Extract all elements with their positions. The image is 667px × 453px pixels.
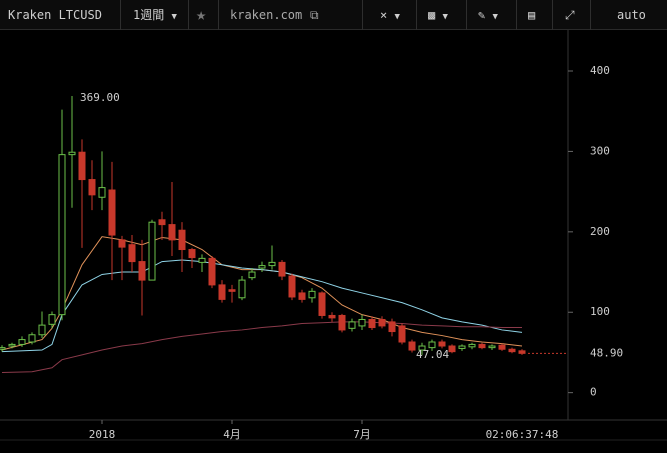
candle-body (0, 347, 6, 350)
candle-body (388, 321, 396, 333)
separator (416, 0, 417, 30)
candle-body (438, 341, 446, 347)
candle-body (318, 292, 326, 316)
candle-body (158, 219, 166, 226)
candle-body (358, 318, 366, 327)
candle-body (468, 343, 476, 348)
candle-body (368, 318, 376, 329)
source-label[interactable]: kraken.com (230, 8, 303, 22)
favorite-star[interactable]: ★ (196, 5, 207, 25)
candle-body (168, 224, 176, 241)
chart: 0 100 200 300 400 2018 4月 7月 02:06:37:48 369.00 47… (0, 30, 667, 441)
candle-body (428, 341, 436, 349)
symbol-button[interactable]: Kraken LTCUSD (8, 8, 102, 22)
x-tick-label: 2018 (89, 428, 116, 441)
candle-body (288, 275, 296, 298)
compare-button[interactable]: ⨯ ▼ (380, 8, 400, 22)
interval-button[interactable]: 1週間 ▼ (133, 0, 177, 30)
candle-body (308, 290, 316, 299)
indicator-button[interactable]: ▤ (528, 8, 536, 22)
candle-body (38, 324, 46, 336)
candle-body (498, 344, 506, 350)
toolbar: Kraken LTCUSD 1週間 ▼ ★ kraken.com ⧉ ⨯ ▼ ▩… (0, 0, 667, 30)
candle-body (228, 289, 236, 292)
candle-body (448, 345, 456, 353)
candle-body (198, 257, 206, 263)
scale-mode-button[interactable]: auto (617, 8, 646, 22)
candle-body (58, 154, 66, 316)
candle-body (128, 244, 136, 263)
candle-body (298, 292, 306, 300)
separator (516, 0, 517, 30)
candle-body (328, 314, 336, 319)
dropdown-arrow: ▼ (171, 12, 177, 22)
candle-body (458, 345, 466, 349)
candle-body (208, 257, 216, 286)
candle-body (138, 261, 146, 281)
time-label: 02:06:37:48 (486, 428, 559, 441)
candle-body (488, 345, 496, 349)
separator (218, 0, 219, 30)
last-price-label: 48.90 (590, 346, 623, 359)
annotation-label: 369.00 (80, 91, 120, 104)
y-tick-label: 400 (590, 64, 610, 77)
candle-body (18, 339, 26, 345)
candle-body (258, 265, 266, 269)
candle-body (8, 343, 16, 347)
separator (362, 0, 363, 30)
candle-body (338, 314, 346, 331)
interval-label: 1週間 (133, 8, 165, 22)
fullscreen-button[interactable]: ⤢ (565, 8, 575, 22)
candle-body (248, 271, 256, 279)
candle-body (268, 261, 276, 267)
y-tick-label: 200 (590, 225, 610, 238)
candle-body (278, 261, 286, 277)
open-link-icon[interactable]: ⧉ (310, 8, 319, 22)
candle-body (108, 189, 116, 236)
x-tick-label: 4月 (223, 428, 241, 441)
drawing-tool-button[interactable]: ✎ ▼ (478, 8, 498, 22)
separator (552, 0, 553, 30)
candle-body (418, 345, 426, 351)
candle-body (508, 348, 516, 353)
separator (188, 0, 189, 30)
annotation-label: 47.04 (416, 348, 449, 361)
candle-body (48, 314, 56, 325)
separator (466, 0, 467, 30)
candle-body (378, 318, 386, 327)
candle-body (398, 325, 406, 343)
candle-body (178, 229, 186, 251)
candle-body (518, 350, 526, 354)
candle-body (98, 187, 106, 198)
y-tick-label: 100 (590, 305, 610, 318)
candle-body (68, 151, 76, 156)
candle-body (28, 334, 36, 343)
chart-type-button[interactable]: ▩ ▼ (428, 8, 448, 22)
candle-body (118, 239, 126, 248)
separator (120, 0, 121, 30)
candle-body (88, 179, 96, 196)
candle-body (238, 279, 246, 299)
candle-body (188, 249, 196, 259)
y-tick-label: 0 (590, 386, 597, 399)
separator (590, 0, 591, 30)
candle-body (78, 151, 86, 181)
moving-average-line (1, 321, 522, 374)
candle-body (348, 321, 356, 329)
moving-average-line (1, 259, 523, 353)
candle-body (408, 341, 416, 351)
x-tick-label: 7月 (353, 428, 371, 441)
y-tick-label: 300 (590, 144, 610, 157)
candle-body (148, 221, 156, 281)
candle-body (478, 343, 486, 349)
moving-average-line (1, 236, 523, 351)
candle-body (218, 284, 226, 300)
